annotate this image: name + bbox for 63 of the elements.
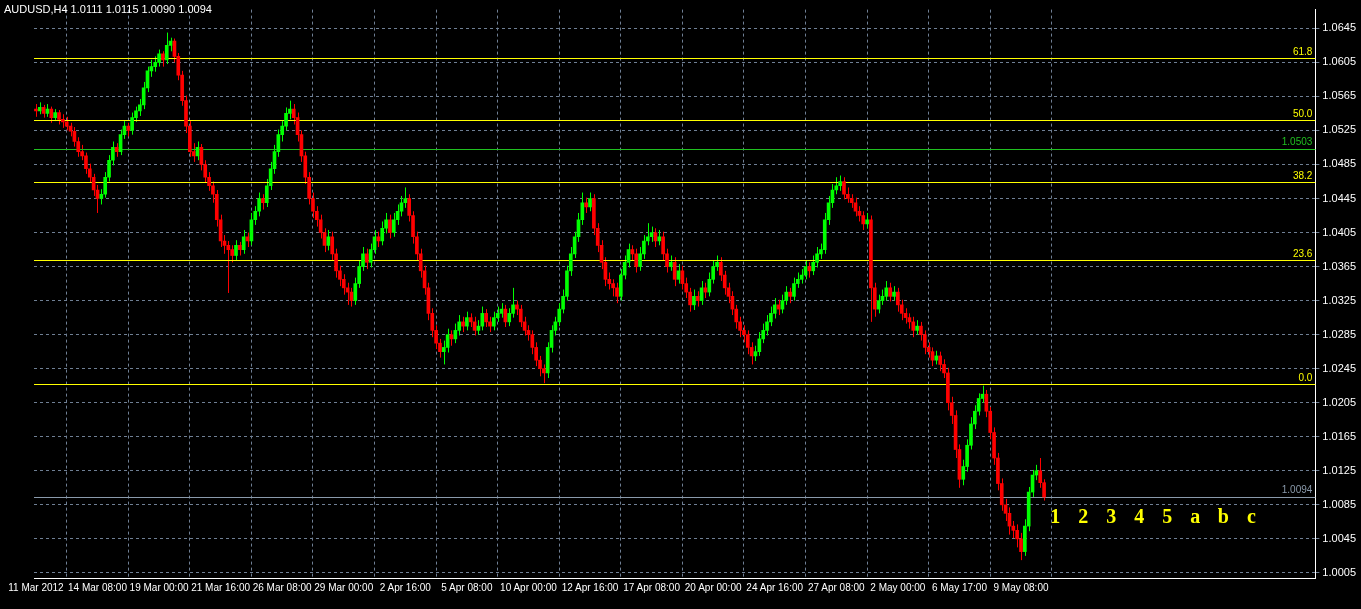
candlestick xyxy=(811,255,816,276)
y-tick-label: 1.0525 xyxy=(1322,123,1357,136)
x-tick-label: 9 May 08:00 xyxy=(993,581,1049,593)
x-tick-label: 27 Apr 08:00 xyxy=(807,581,866,593)
candlestick xyxy=(388,214,392,239)
x-tick-label: 24 Apr 16:00 xyxy=(746,581,804,593)
x-tick-label: 20 Apr 00:00 xyxy=(684,581,742,593)
y-tick-label: 1.0365 xyxy=(1322,259,1357,272)
candlestick xyxy=(745,329,750,355)
chart-title: AUDUSD,H4 1.0111 1.0115 1.0090 1.0094 xyxy=(4,3,212,15)
x-tick-label: 21 Mar 16:00 xyxy=(191,581,251,593)
candlestick xyxy=(884,280,889,302)
x-tick-label: 26 Mar 08:00 xyxy=(252,581,313,593)
y-tick-label: 1.0645 xyxy=(1322,21,1357,34)
candlestick xyxy=(634,248,639,274)
annotation: 5 xyxy=(1162,505,1173,528)
x-tick-label: 5 Apr 08:00 xyxy=(441,581,493,593)
y-tick-label: 1.0005 xyxy=(1322,565,1357,578)
candlestick xyxy=(518,304,523,328)
annotation: b xyxy=(1217,505,1229,528)
x-tick-label: 2 May 00:00 xyxy=(870,581,926,593)
y-tick-label: 1.0325 xyxy=(1322,293,1357,306)
candlestick xyxy=(888,282,892,302)
x-tick-label: 19 Mar 00:00 xyxy=(129,581,189,593)
x-tick-label: 17 Apr 08:00 xyxy=(623,581,681,593)
x-tick-label: 29 Mar 00:00 xyxy=(314,581,374,593)
annotation: 0.0 xyxy=(1298,371,1313,383)
y-tick-label: 1.0605 xyxy=(1322,55,1357,68)
y-tick-label: 1.0125 xyxy=(1322,463,1357,476)
ref-line-label: 1.0094 xyxy=(1281,483,1313,495)
y-tick-label: 1.0565 xyxy=(1322,89,1357,102)
candlestick xyxy=(391,212,396,238)
annotation: c xyxy=(1246,505,1256,528)
annotation: 38.2 xyxy=(1292,170,1313,182)
y-tick-label: 1.0405 xyxy=(1322,225,1357,238)
candlestick xyxy=(164,32,169,65)
x-tick-label: 14 Mar 08:00 xyxy=(68,581,128,593)
y-tick-label: 1.0165 xyxy=(1322,429,1357,442)
y-tick-label: 1.0485 xyxy=(1322,157,1357,170)
candlestick xyxy=(692,289,696,311)
annotation: 3 xyxy=(1106,505,1117,528)
y-tick-label: 1.0285 xyxy=(1322,327,1357,340)
x-tick-label: 2 Apr 16:00 xyxy=(379,581,432,593)
y-tick-label: 1.0085 xyxy=(1322,497,1357,510)
annotation: 4 xyxy=(1134,505,1145,528)
candlestick xyxy=(615,282,619,304)
x-tick-label: 10 Apr 00:00 xyxy=(500,581,558,593)
annotation: a xyxy=(1190,505,1201,528)
annotation: 50.0 xyxy=(1292,107,1313,119)
annotation: 23.6 xyxy=(1292,247,1313,259)
y-tick-label: 1.0245 xyxy=(1322,361,1357,374)
x-tick-label: 6 May 17:00 xyxy=(931,581,988,593)
ref-line-label: 1.0503 xyxy=(1281,135,1313,147)
y-tick-label: 1.0445 xyxy=(1322,191,1357,204)
x-tick-label: 11 Mar 2012 xyxy=(8,581,65,593)
annotation: 1 xyxy=(1050,505,1061,528)
y-tick-label: 1.0205 xyxy=(1322,395,1357,408)
y-tick-label: 1.0045 xyxy=(1322,531,1357,544)
candlestick xyxy=(365,248,369,270)
annotation: 61.8 xyxy=(1292,45,1313,57)
annotation: 2 xyxy=(1078,505,1089,528)
x-tick-label: 12 Apr 16:00 xyxy=(561,581,619,593)
candlestick xyxy=(1015,523,1019,548)
